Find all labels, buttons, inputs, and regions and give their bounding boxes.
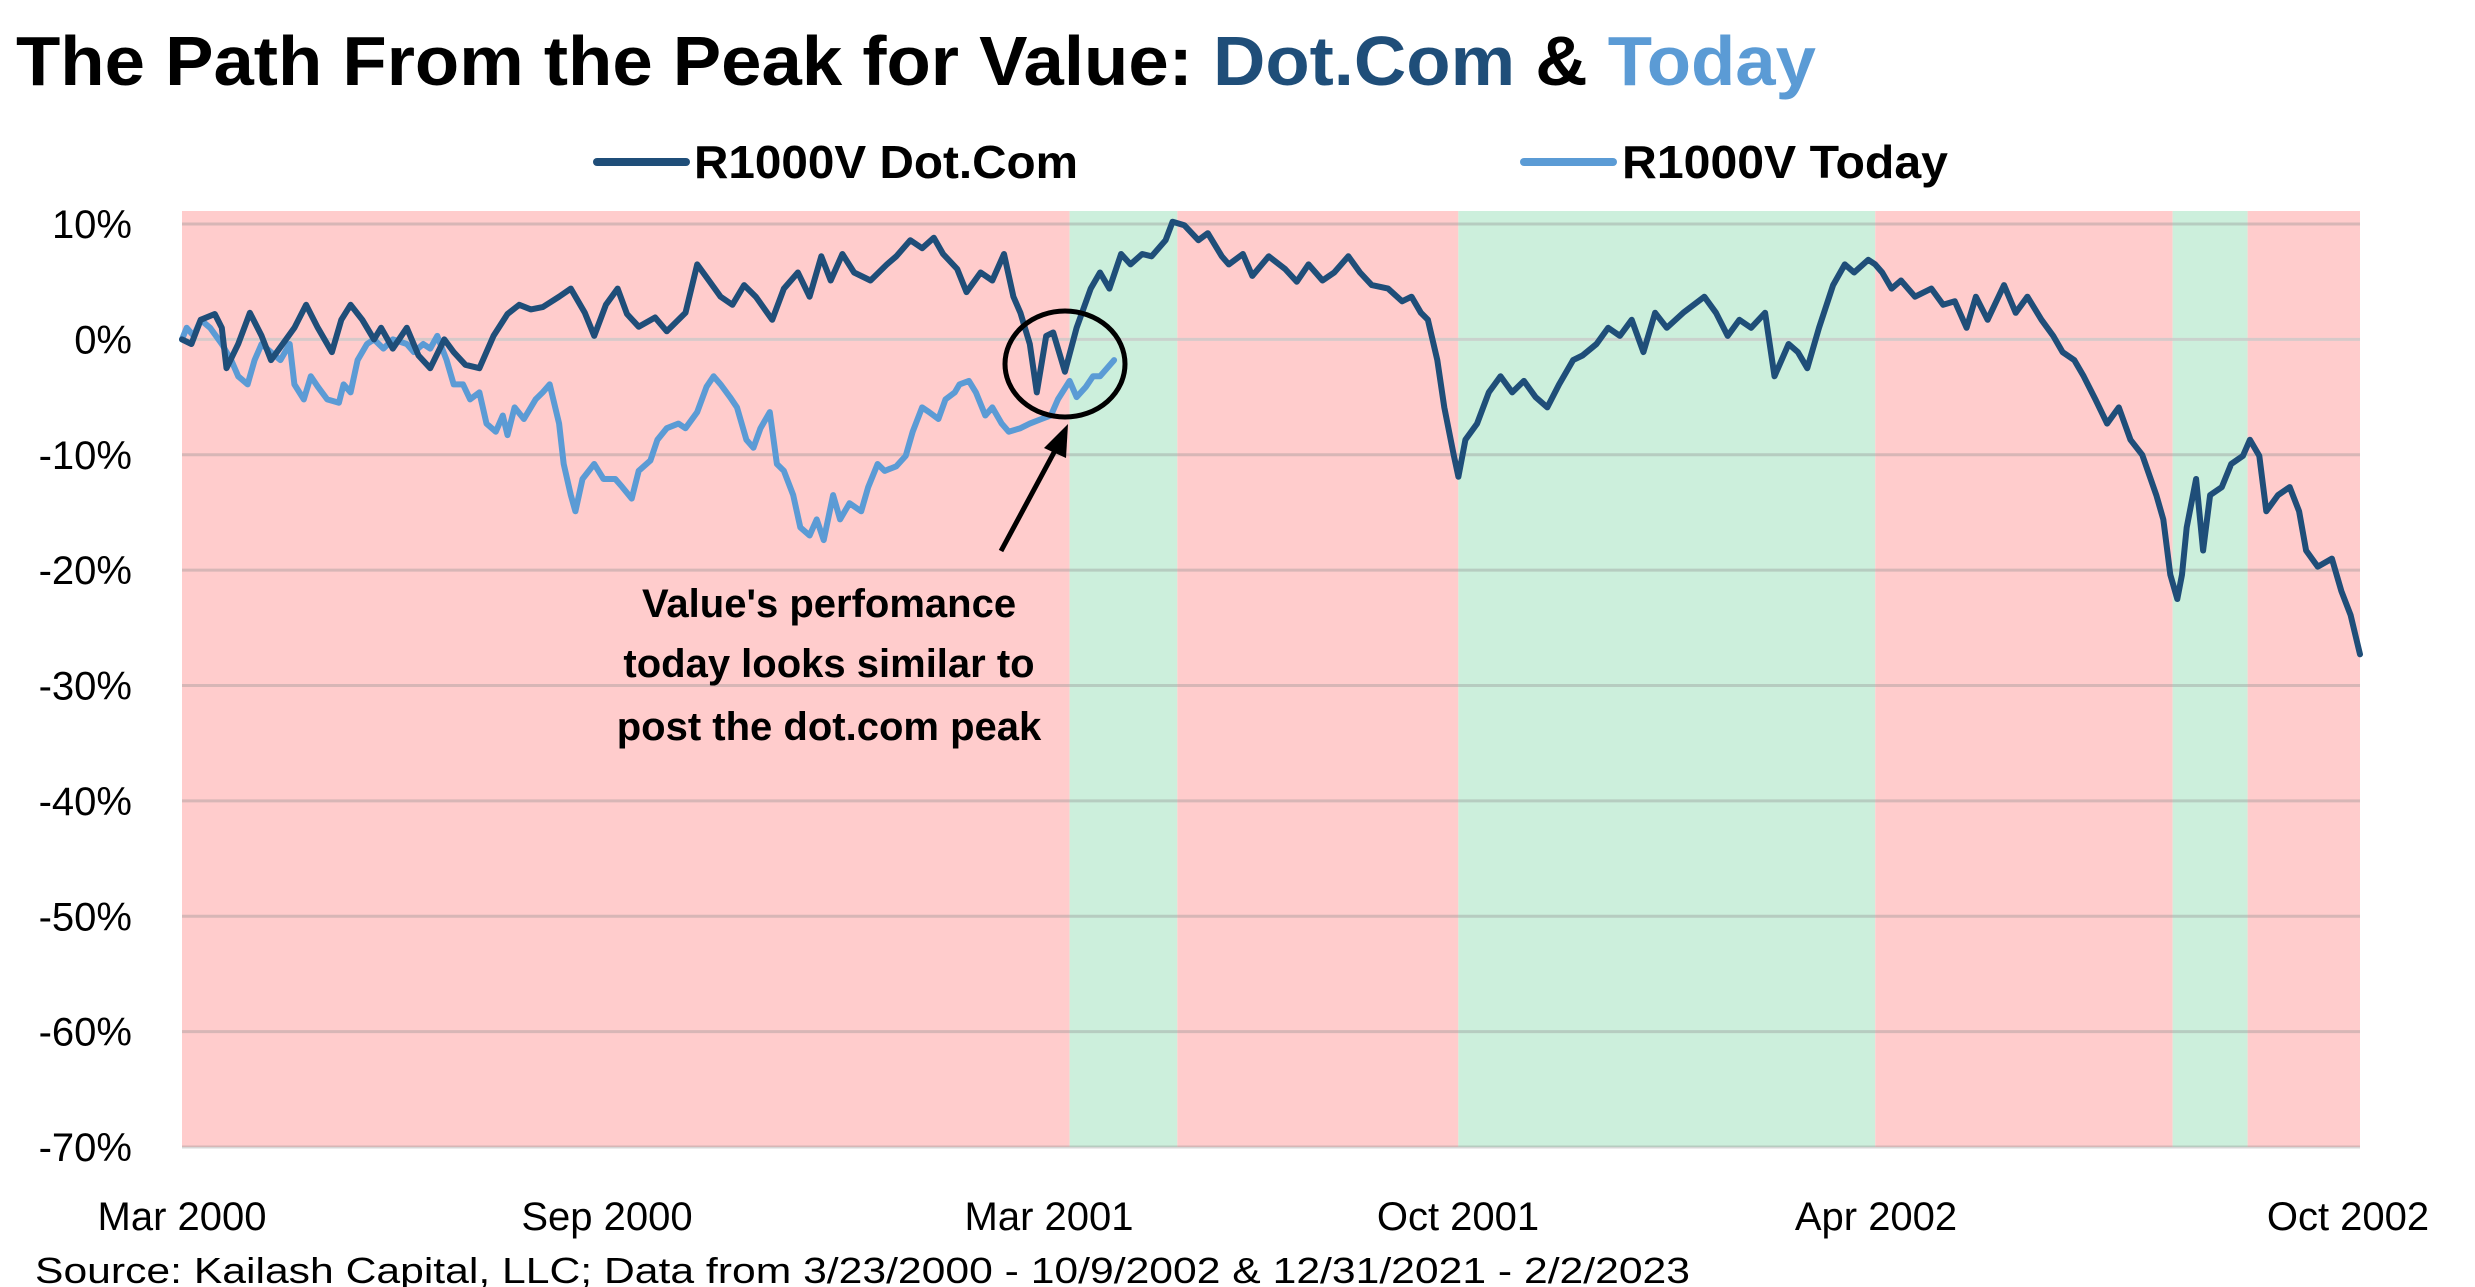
shaded-region-down (2247, 211, 2360, 1147)
annotation-line-1: Value's perfomance (642, 582, 1016, 626)
y-tick-label: 0% (74, 318, 132, 362)
y-axis-labels: 10% 0% -10% -20% -30% -40% -50% -60% -70% (39, 203, 132, 1170)
x-tick-label: Sep 2000 (521, 1195, 692, 1239)
gridlines (182, 222, 2360, 1149)
x-tick-label: Mar 2001 (965, 1195, 1134, 1239)
shaded-region-down (1177, 211, 1459, 1147)
legend-label-today: R1000V Today (1622, 136, 1948, 188)
annotation-arrow-shaft (998, 443, 1061, 553)
shaded-region-down (182, 211, 1070, 1147)
series-lines (179, 218, 2363, 658)
annotation: Value's perfomance today looks similar t… (617, 308, 1128, 749)
x-tick-label: Apr 2002 (1795, 1195, 1957, 1239)
y-tick-label: -60% (39, 1011, 132, 1055)
annotation-arrow-head (1044, 424, 1068, 458)
y-tick-label: -50% (39, 895, 132, 939)
title-dotcom: Dot.Com (1213, 22, 1515, 100)
annotation-line-2: today looks similar to (623, 642, 1034, 686)
shaded-regions (182, 211, 2360, 1147)
y-tick-label: -70% (39, 1126, 132, 1170)
y-tick-label: -40% (39, 780, 132, 824)
x-tick-label: Mar 2000 (98, 1195, 267, 1239)
x-tick-label: Oct 2001 (1377, 1195, 1539, 1239)
chart-title: The Path From the Peak for Value: Dot.Co… (16, 22, 1816, 100)
y-tick-label: -20% (39, 549, 132, 593)
x-axis-labels: Mar 2000 Sep 2000 Mar 2001 Oct 2001 Apr 2002… (98, 1195, 2430, 1239)
series-line-dotcom (179, 218, 2363, 658)
y-tick-label: -10% (39, 434, 132, 478)
legend: R1000V Dot.Com R1000V Today (593, 136, 1948, 188)
series-line-today (179, 316, 1118, 544)
y-tick-label: -30% (39, 665, 132, 709)
y-tick-label: 10% (52, 203, 132, 247)
title-part-1: The Path From the Peak for Value: (16, 22, 1213, 100)
title-today: Today (1608, 22, 1816, 100)
title-amp: & (1515, 22, 1608, 100)
x-tick-label: Oct 2002 (2267, 1195, 2429, 1239)
shaded-region-down (1875, 211, 2173, 1147)
annotation-line-3: post the dot.com peak (617, 705, 1042, 749)
annotation-circle (1002, 308, 1128, 420)
legend-label-dotcom: R1000V Dot.Com (694, 136, 1078, 188)
source-note: Source: Kailash Capital, LLC; Data from … (35, 1250, 1690, 1287)
shaded-region-up (2172, 211, 2248, 1147)
